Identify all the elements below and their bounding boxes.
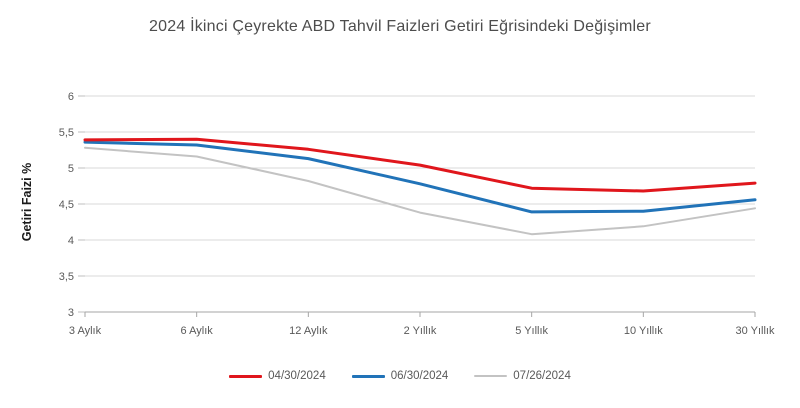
legend: 04/30/2024 06/30/2024 07/26/2024 bbox=[0, 370, 800, 382]
legend-item: 07/26/2024 bbox=[474, 370, 571, 382]
legend-label: 06/30/2024 bbox=[390, 370, 449, 382]
chart-title: 2024 İkinci Çeyrekte ABD Tahvil Faizleri… bbox=[149, 18, 651, 35]
series-line-06/30/2024 bbox=[83, 140, 757, 214]
series-line-04/30/2024 bbox=[83, 137, 757, 193]
y-tick-label: 4,5 bbox=[59, 199, 74, 211]
y-tick-label: 6 bbox=[68, 91, 74, 103]
x-tick-label: 6 Aylık bbox=[181, 325, 214, 337]
x-tick-label: 5 Yıllık bbox=[515, 325, 548, 337]
x-tick-label: 3 Aylık bbox=[69, 325, 102, 337]
plot-area: 3 3,5 4 4,5 5 5,5 6 3 Aylık 6 Aylık 12 Aylık 2 Yıl… bbox=[59, 91, 775, 337]
x-tick-label: 30 Yıllık bbox=[736, 325, 775, 337]
legend-line-swatch bbox=[351, 374, 385, 378]
y-tick-label: 3 bbox=[68, 307, 74, 319]
legend-item: 04/30/2024 bbox=[229, 370, 326, 382]
y-tick-label: 5 bbox=[68, 163, 74, 175]
legend-item: 06/30/2024 bbox=[351, 370, 449, 382]
legend-label: 07/26/2024 bbox=[513, 370, 571, 382]
series-line-07/26/2024 bbox=[84, 146, 756, 236]
y-tick-label: 3,5 bbox=[59, 271, 74, 283]
y-tick-label: 5,5 bbox=[59, 127, 74, 139]
x-tick-label: 10 Yıllık bbox=[624, 325, 663, 337]
legend-line-swatch bbox=[229, 374, 263, 378]
legend-label: 04/30/2024 bbox=[268, 370, 326, 382]
y-tick-label: 4 bbox=[68, 235, 74, 247]
x-tick-label: 12 Aylık bbox=[289, 325, 328, 337]
x-tick-label: 2 Yıllık bbox=[404, 325, 437, 337]
legend-line-swatch bbox=[474, 375, 508, 377]
